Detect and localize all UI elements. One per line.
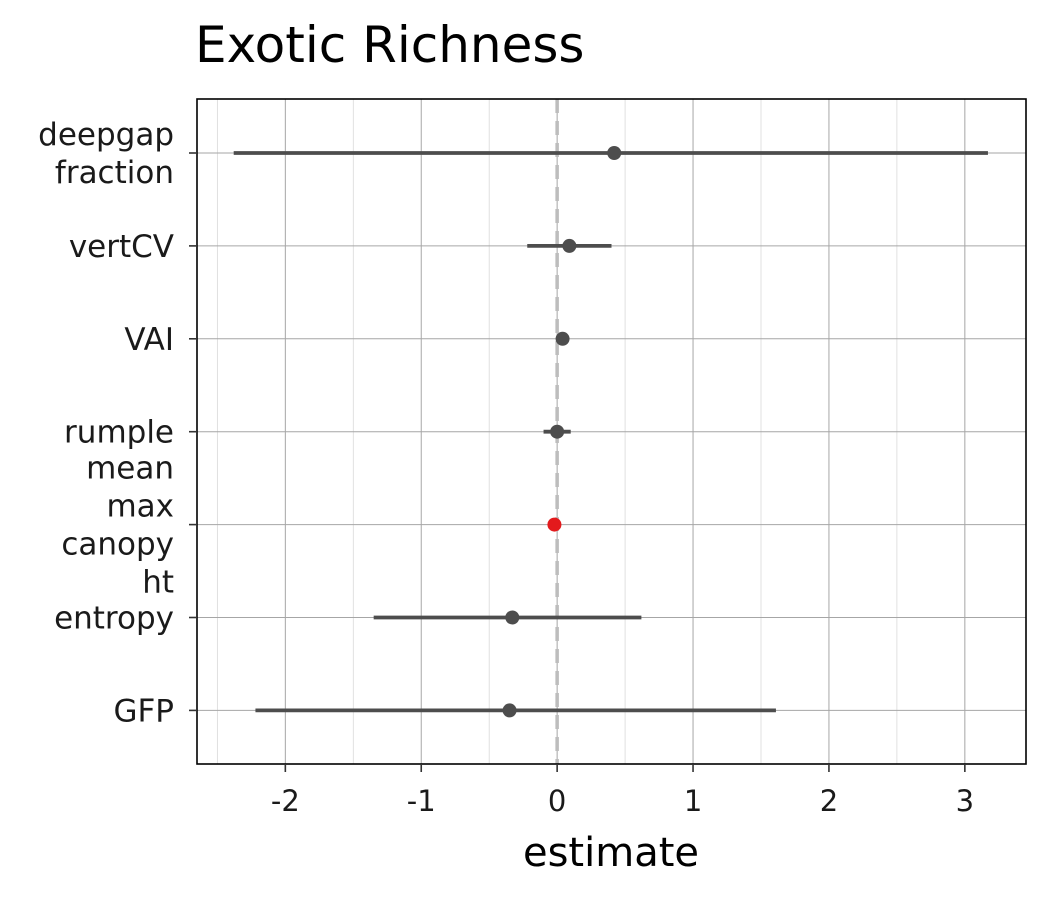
y-tick-label-line: entropy bbox=[54, 601, 174, 637]
y-tick-label: vertCV bbox=[69, 229, 174, 265]
x-tick-label: 3 bbox=[956, 784, 974, 818]
x-tick-label: -2 bbox=[271, 784, 300, 818]
estimate-point bbox=[505, 610, 520, 625]
y-tick-label-line: deepgap bbox=[38, 117, 174, 153]
estimate-point bbox=[607, 146, 622, 160]
estimate-point bbox=[547, 517, 562, 532]
x-tick-label: 2 bbox=[820, 784, 838, 818]
estimate-point bbox=[562, 238, 577, 253]
y-tick-label-line: vertCV bbox=[69, 229, 174, 265]
y-tick-label: VAI bbox=[124, 322, 174, 358]
y-tick-label-line: max bbox=[106, 489, 174, 525]
x-tick-label: -1 bbox=[407, 784, 436, 818]
y-tick-label-line: GFP bbox=[113, 693, 174, 729]
y-tick-label: deepgap fraction bbox=[38, 117, 174, 191]
y-tick-label: mean max canopy ht bbox=[61, 451, 174, 601]
x-axis-label: estimate bbox=[523, 830, 699, 876]
y-tick-label-line: mean bbox=[86, 451, 174, 487]
y-tick-label: rumple bbox=[64, 415, 174, 451]
chart-title: Exotic Richness bbox=[195, 16, 584, 74]
x-tick-label: 0 bbox=[548, 784, 566, 818]
estimate-marks bbox=[233, 146, 988, 718]
y-tick-label: GFP bbox=[113, 693, 174, 729]
grid bbox=[197, 99, 1026, 764]
x-axis: -2 -1 0 1 2 3 bbox=[271, 764, 974, 818]
y-tick-label-line: canopy bbox=[61, 527, 174, 563]
x-tick-label: 1 bbox=[684, 784, 702, 818]
y-tick-label-line: ht bbox=[142, 565, 174, 601]
y-tick-label-line: VAI bbox=[124, 322, 174, 358]
y-tick-label-line: fraction bbox=[55, 155, 174, 191]
y-tick-label-line: rumple bbox=[64, 415, 174, 451]
y-tick-label: entropy bbox=[54, 601, 174, 637]
estimate-point bbox=[550, 424, 565, 439]
estimate-point bbox=[555, 331, 570, 346]
estimate-point bbox=[502, 703, 517, 718]
